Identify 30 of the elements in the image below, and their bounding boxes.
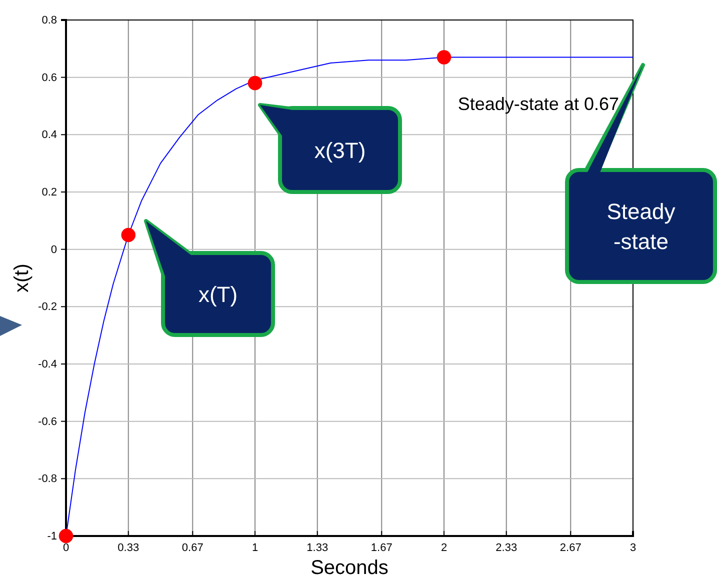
x-tick-label: 1.33 bbox=[306, 542, 328, 554]
point bbox=[248, 76, 262, 90]
y-tick-label: -0.2 bbox=[38, 301, 57, 314]
y-tick-label: 0.6 bbox=[42, 72, 57, 84]
y-tick-label: -0.8 bbox=[38, 473, 57, 486]
annotation: x(3T) bbox=[314, 138, 366, 163]
annotation: x(T) bbox=[198, 282, 238, 307]
annotation: Steady -state bbox=[606, 199, 676, 254]
y-tick-label: -0.6 bbox=[38, 416, 57, 428]
point bbox=[121, 228, 136, 242]
x-tick-label: 3 bbox=[630, 542, 636, 554]
y-tick-label: 0 bbox=[50, 244, 57, 256]
x-tick-label: 2.67 bbox=[560, 542, 582, 554]
x-tick-label: 2 bbox=[440, 542, 448, 554]
x-tick-label: 0 bbox=[62, 542, 70, 554]
point bbox=[58, 528, 74, 544]
x-tick-label: 0.67 bbox=[182, 542, 204, 554]
y-tick-label: 0.2 bbox=[42, 186, 57, 199]
x-tick-label: 0.33 bbox=[118, 542, 140, 554]
y-tick-label: -1 bbox=[47, 530, 57, 543]
y-axis-title: x(t) bbox=[11, 264, 33, 292]
y-tick-label: 0.8 bbox=[42, 14, 57, 27]
annotation: Steady-state at 0.67 bbox=[458, 94, 619, 114]
x-tick-label: 1.67 bbox=[370, 542, 392, 554]
x-axis-title: Seconds bbox=[310, 557, 388, 576]
y-tick-label: 0.4 bbox=[42, 129, 57, 142]
x-tick-label: 1 bbox=[252, 542, 258, 554]
y-tick-label: -0.4 bbox=[38, 358, 57, 371]
x-tick-label: 2.33 bbox=[496, 542, 518, 554]
point bbox=[436, 50, 452, 64]
